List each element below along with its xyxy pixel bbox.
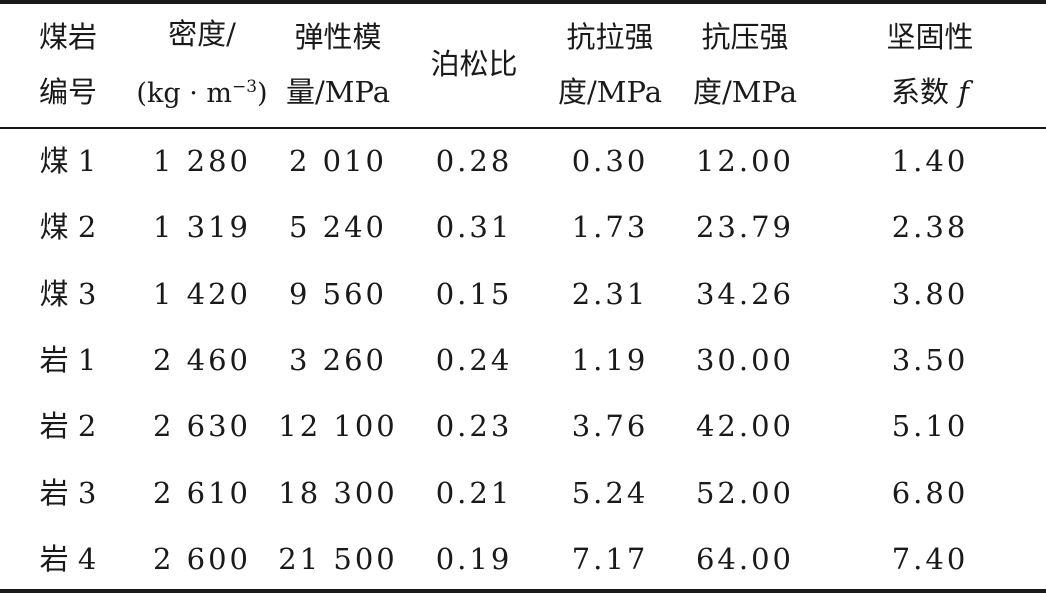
- cell-tensile: 1.19: [571, 343, 649, 377]
- cell-density: 1 319: [152, 210, 252, 244]
- cell-density: 2 630: [152, 409, 252, 443]
- cell-modulus: 9 560: [288, 277, 388, 311]
- header-col-firmness-line1: 坚固性: [886, 20, 974, 54]
- cell-tensile: 1.73: [571, 210, 649, 244]
- cell-firmness: 5.10: [891, 409, 969, 443]
- cell-poisson: 0.15: [435, 277, 513, 311]
- cell-density: 1 280: [152, 144, 252, 178]
- header-col-id-line2: 编号: [38, 75, 98, 109]
- header-col-compressive-line1: 抗压强: [701, 20, 789, 54]
- header-col-id-line1: 煤岩: [38, 20, 98, 54]
- cell-firmness: 7.40: [891, 542, 969, 576]
- cell-density: 2 610: [152, 476, 252, 510]
- cell-modulus: 18 300: [278, 476, 398, 510]
- cell-poisson: 0.24: [435, 343, 513, 377]
- cell-tensile: 7.17: [571, 542, 649, 576]
- cell-poisson: 0.21: [435, 476, 513, 510]
- header-col-firmness-line2: 系数 f: [891, 75, 969, 109]
- cell-tensile: 5.24: [571, 476, 649, 510]
- cell-sample-id: 岩 3: [39, 476, 97, 510]
- cell-compressive: 64.00: [695, 542, 795, 576]
- header-col-density-line2: (kg · m−3): [136, 77, 268, 109]
- cell-firmness: 6.80: [891, 476, 969, 510]
- cell-density: 2 600: [152, 542, 252, 576]
- header-col-compressive-line2: 度/MPa: [693, 75, 797, 109]
- cell-poisson: 0.23: [435, 409, 513, 443]
- cell-firmness: 1.40: [891, 144, 969, 178]
- header-col-modulus-line2: 量/MPa: [286, 75, 390, 109]
- cell-sample-id: 煤 3: [39, 277, 97, 311]
- cell-compressive: 12.00: [695, 144, 795, 178]
- cell-modulus: 3 260: [288, 343, 388, 377]
- cell-firmness: 2.38: [891, 210, 969, 244]
- header-col-poisson: 泊松比: [430, 47, 518, 81]
- cell-compressive: 52.00: [695, 476, 795, 510]
- cell-compressive: 42.00: [695, 409, 795, 443]
- header-col-tensile-line1: 抗拉强: [566, 20, 654, 54]
- cell-compressive: 30.00: [695, 343, 795, 377]
- cell-density: 2 460: [152, 343, 252, 377]
- cell-sample-id: 岩 1: [39, 343, 97, 377]
- top-rule: [0, 0, 1046, 4]
- cell-density: 1 420: [152, 277, 252, 311]
- cell-firmness: 3.80: [891, 277, 969, 311]
- bottom-rule: [0, 589, 1046, 593]
- cell-sample-id: 煤 1: [39, 144, 97, 178]
- header-rule: [0, 127, 1046, 129]
- cell-compressive: 23.79: [695, 210, 795, 244]
- cell-modulus: 5 240: [288, 210, 388, 244]
- cell-modulus: 2 010: [288, 144, 388, 178]
- cell-poisson: 0.28: [435, 144, 513, 178]
- cell-tensile: 0.30: [571, 144, 649, 178]
- cell-poisson: 0.31: [435, 210, 513, 244]
- cell-sample-id: 煤 2: [39, 210, 97, 244]
- cell-sample-id: 岩 4: [39, 542, 97, 576]
- cell-sample-id: 岩 2: [39, 409, 97, 443]
- cell-tensile: 3.76: [571, 409, 649, 443]
- cell-firmness: 3.50: [891, 343, 969, 377]
- cell-compressive: 34.26: [695, 277, 795, 311]
- cell-poisson: 0.19: [435, 542, 513, 576]
- cell-modulus: 21 500: [278, 542, 398, 576]
- cell-tensile: 2.31: [571, 277, 649, 311]
- header-col-tensile-line2: 度/MPa: [558, 75, 662, 109]
- header-col-modulus-line1: 弹性模: [294, 20, 382, 54]
- header-col-density-line1: 密度/: [168, 17, 236, 51]
- cell-modulus: 12 100: [278, 409, 398, 443]
